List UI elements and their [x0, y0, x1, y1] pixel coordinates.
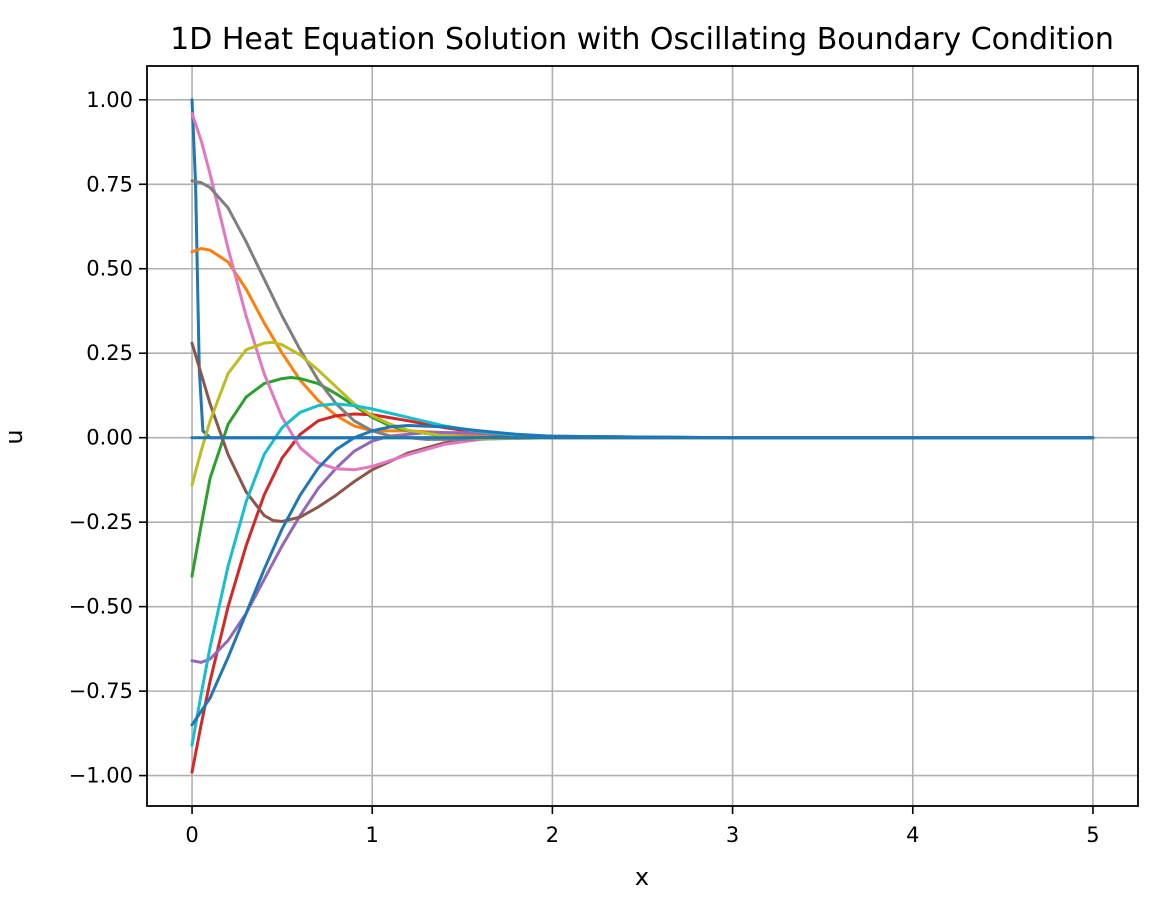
y-tick-label: −0.75 [69, 679, 133, 703]
plot-frame [146, 65, 1139, 807]
series-line-7 [190, 111, 1095, 472]
series-line-11 [190, 424, 1095, 727]
series-line-8 [190, 179, 1095, 441]
series-lines [190, 98, 1095, 774]
x-tick-label: 1 [366, 823, 379, 847]
series-line-2 [190, 247, 1095, 440]
series-line-6 [190, 341, 1095, 523]
y-tick-label: −0.50 [69, 595, 133, 619]
x-tick-label: 4 [906, 823, 919, 847]
x-axis-label: x [635, 863, 649, 891]
series-line-4 [190, 412, 1095, 774]
y-tick-label: 1.00 [86, 88, 133, 112]
y-tick-label: −0.25 [69, 510, 133, 534]
x-tick-label: 2 [546, 823, 559, 847]
chart-title: 1D Heat Equation Solution with Oscillati… [170, 22, 1114, 57]
y-tick-label: 0.50 [86, 257, 133, 281]
y-tick-label: 0.25 [86, 341, 133, 365]
x-tick-label: 5 [1086, 823, 1099, 847]
y-axis-label: u [0, 429, 28, 444]
x-tick-label: 0 [185, 823, 198, 847]
x-tick-label: 3 [726, 823, 739, 847]
y-tick-label: −1.00 [69, 764, 133, 788]
y-tick-label: 0.75 [86, 172, 133, 196]
series-line-10 [190, 402, 1095, 747]
series-line-9 [190, 340, 1095, 487]
axis-ticks: 0 1 2 3 4 5 1.00 0.75 0.50 0.25 0.00 −0.25 −0.50 −0.7… [69, 88, 1100, 847]
y-tick-label: 0.00 [86, 426, 133, 450]
